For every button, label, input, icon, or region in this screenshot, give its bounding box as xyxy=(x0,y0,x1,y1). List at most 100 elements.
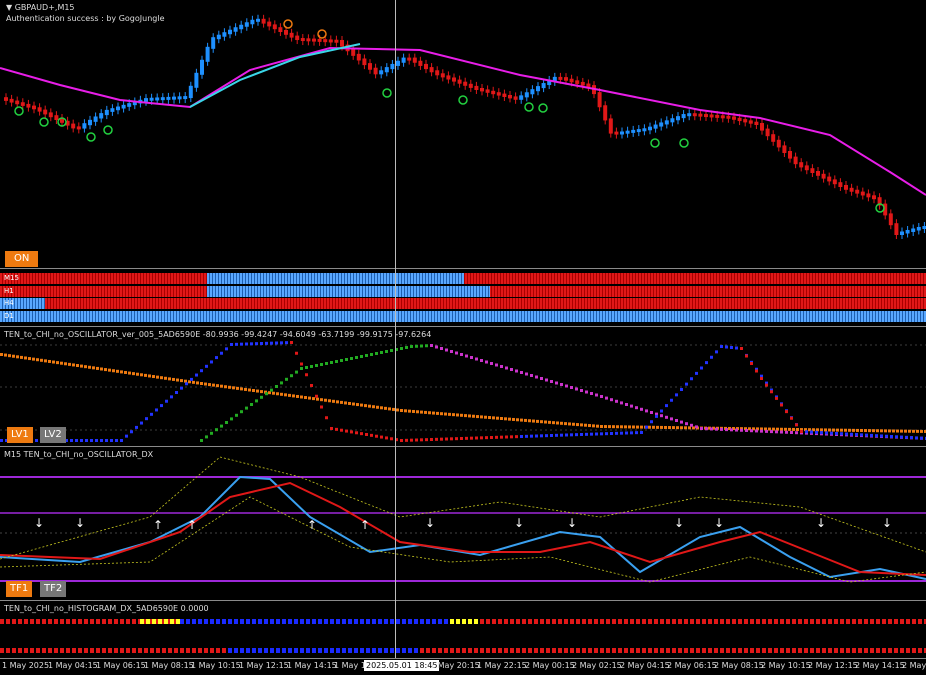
up-arrow-icon: ↑ xyxy=(307,518,317,532)
blue-osc-dot xyxy=(200,369,203,373)
candle xyxy=(424,63,428,70)
blue-osc-dot xyxy=(920,436,923,440)
candle xyxy=(20,102,25,106)
magenta-osc-dot xyxy=(565,384,568,388)
green-osc-dot xyxy=(350,357,353,360)
lv1-button[interactable]: LV1 xyxy=(7,427,33,443)
orange-osc-dot xyxy=(860,428,863,432)
down-arrow-icon: ↓ xyxy=(75,516,85,530)
on-button[interactable]: ON xyxy=(5,251,39,267)
orange-osc-dot xyxy=(64,362,67,366)
pane-separator[interactable] xyxy=(0,326,926,327)
orange-osc-dot xyxy=(808,428,811,432)
blue-osc-dot xyxy=(205,364,208,368)
orange-osc-dot xyxy=(460,413,463,417)
green-osc-dot xyxy=(405,346,408,349)
candle xyxy=(776,139,781,148)
candle xyxy=(872,195,876,200)
orange-osc-dot xyxy=(176,378,179,382)
candle xyxy=(284,30,288,35)
blue-osc-dot xyxy=(725,345,728,349)
dx-pane[interactable]: ↓ ↓ ↓ ↓ ↓ ↓ ↓ ↓ ↓ ↑ ↑ ↑ ↑ M15 TEN_to_CHI_no_OSCILLAT… xyxy=(0,447,926,600)
orange-osc-dot xyxy=(356,403,359,407)
candle xyxy=(328,39,333,43)
orange-osc-dot xyxy=(836,428,839,432)
magenta-osc-dot xyxy=(645,409,648,413)
orange-osc-dot xyxy=(120,370,123,374)
tf1-button[interactable]: TF1 xyxy=(6,581,33,597)
orange-osc-dot xyxy=(312,397,315,401)
magenta-osc-dot xyxy=(445,348,448,352)
blue-osc-dot xyxy=(240,342,243,346)
red-osc-dot xyxy=(475,436,478,440)
menu-triangle-icon[interactable]: ▼ xyxy=(6,3,13,12)
green-osc-dot xyxy=(345,358,348,361)
orange-osc-dot xyxy=(444,412,447,416)
red-osc-dot xyxy=(435,437,438,441)
candle xyxy=(446,75,451,80)
histogram-pane[interactable]: TEN_to_CHI_no_HISTOGRAM_DX_5AD6590E 0.00… xyxy=(0,601,926,658)
magenta-osc-dot xyxy=(685,422,688,426)
magenta-osc-dot xyxy=(715,427,718,431)
candle xyxy=(508,95,512,99)
candle xyxy=(76,126,81,130)
red-osc-dot xyxy=(330,427,333,430)
blue-osc-dot xyxy=(735,346,738,350)
orange-osc-dot xyxy=(276,392,279,396)
red-osc-dot xyxy=(790,416,793,420)
green-osc-dot xyxy=(315,364,318,367)
orange-osc-dot xyxy=(676,426,679,430)
orange-osc-dot xyxy=(588,424,591,428)
orange-osc-dot xyxy=(228,385,231,389)
candle xyxy=(491,90,496,95)
magenta-osc-dot xyxy=(675,419,678,422)
blue-osc-dot xyxy=(95,439,98,442)
down-arrow-icon: ↓ xyxy=(674,516,684,530)
blue-osc-dot xyxy=(835,431,838,435)
blue-osc-dot xyxy=(275,341,278,345)
orange-osc-dot xyxy=(560,421,563,425)
orange-osc-dot xyxy=(468,414,471,418)
orange-osc-dot xyxy=(572,422,575,426)
orange-osc-dot xyxy=(88,365,91,369)
lv2-button[interactable]: LV2 xyxy=(40,427,66,443)
time-tick: 2 May 02:15 xyxy=(572,661,622,670)
magenta-osc-dot xyxy=(730,428,733,432)
magenta-osc-dot xyxy=(755,429,758,433)
orange-osc-dot xyxy=(208,383,211,387)
orange-osc-dot xyxy=(556,421,559,425)
magenta-osc-dot xyxy=(535,375,538,379)
pane-separator[interactable] xyxy=(0,446,926,447)
magenta-osc-dot xyxy=(455,351,458,355)
price-chart-pane[interactable]: ▼ GBPAUD+,M15 Authentication success : b… xyxy=(0,0,926,268)
orange-osc-dot xyxy=(792,427,795,431)
orange-osc-dot xyxy=(416,410,419,414)
orange-osc-dot xyxy=(672,426,675,430)
orange-osc-dot xyxy=(188,380,191,384)
orange-osc-dot xyxy=(920,429,923,433)
oscillator-pane[interactable]: TEN_to_CHI_no_OSCILLATOR_ver_005_5AD6590… xyxy=(0,327,926,446)
magenta-osc-dot xyxy=(725,428,728,432)
blue-osc-dot xyxy=(855,433,858,437)
blue-osc-dot xyxy=(535,434,538,438)
red-osc-dot xyxy=(460,437,463,440)
green-osc-dot xyxy=(230,417,233,421)
orange-osc-dot xyxy=(576,423,579,427)
orange-osc-dot xyxy=(516,418,519,422)
orange-osc-dot xyxy=(104,368,107,372)
orange-osc-dot xyxy=(388,407,391,411)
tf2-button[interactable]: TF2 xyxy=(40,581,67,597)
candle xyxy=(272,24,277,30)
blue-osc-dot xyxy=(690,377,693,381)
pane-separator[interactable] xyxy=(0,268,926,269)
pane-separator[interactable] xyxy=(0,600,926,601)
magenta-osc-dot xyxy=(550,380,553,383)
orange-osc-dot xyxy=(484,415,487,419)
orange-osc-dot xyxy=(612,425,615,429)
orange-osc-dot xyxy=(376,405,379,409)
candle xyxy=(155,97,160,101)
candle xyxy=(659,122,664,127)
orange-osc-dot xyxy=(712,426,715,430)
magenta-osc-dot xyxy=(745,428,748,432)
candle xyxy=(860,191,865,196)
